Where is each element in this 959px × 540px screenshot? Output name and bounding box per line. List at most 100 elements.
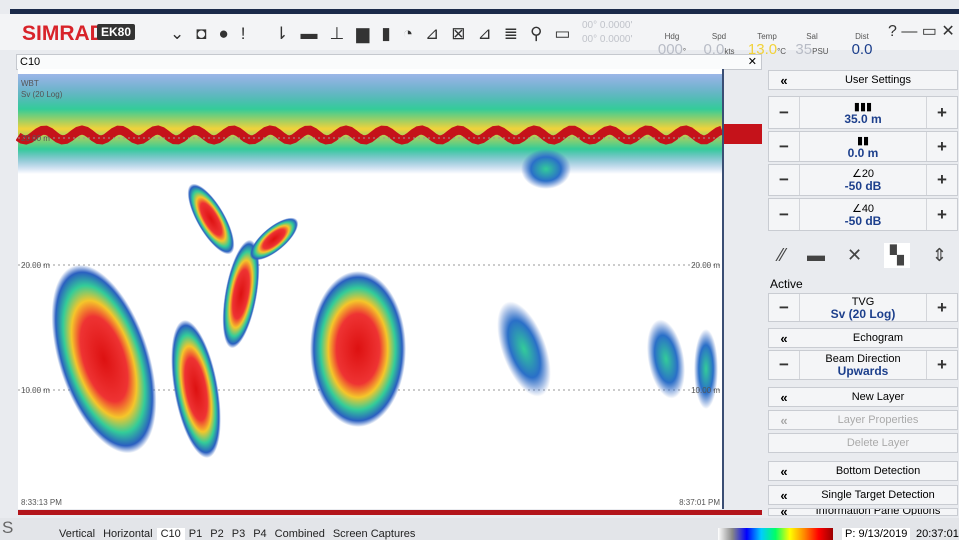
- start-control[interactable]: − ▮▮ 0.0 m +: [768, 131, 958, 162]
- range: 35.0 m: [844, 111, 882, 126]
- decor: ▮▮▮: [853, 100, 873, 113]
- schools: [51, 149, 718, 459]
- bottom-strip: [18, 510, 762, 515]
- toolbar: SIMRAD EK80 ⌄◘●! ⇂▬⊥▆▮◔⊿⊠⊿≣⚲▭ 00° 0.0000…: [0, 14, 959, 58]
- decor: ▚: [884, 242, 910, 268]
- tab[interactable]: Screen Captures: [332, 528, 416, 540]
- color-scale: [718, 528, 833, 540]
- side-label: S: [2, 518, 14, 537]
- decor: ✕: [846, 244, 863, 265]
- readout: Spd 0.0kts: [697, 32, 741, 58]
- readout-label: Dist: [855, 32, 869, 41]
- decor: +: [937, 170, 947, 189]
- window-controls[interactable]: ? — ▭ ✕: [888, 23, 955, 40]
- mode: Sv (20 Log): [21, 90, 63, 99]
- decor: ∠20: [851, 168, 875, 180]
- label: TVG: [851, 295, 875, 308]
- tab[interactable]: P1: [188, 528, 203, 540]
- color-max[interactable]: − ∠40 -50 dB +: [768, 198, 958, 231]
- decor: +: [937, 204, 947, 224]
- readout-label: Sal: [806, 32, 818, 41]
- tab[interactable]: P3: [231, 528, 246, 540]
- info-pane[interactable]: « Information Pane Options: [768, 508, 958, 516]
- view-title: C10: [20, 56, 41, 68]
- readout-value-wrap: 000°: [650, 41, 694, 58]
- top-border: [10, 9, 959, 14]
- echogram-btn[interactable]: « Echogram: [768, 328, 958, 348]
- tab[interactable]: Horizontal: [103, 528, 153, 540]
- decor: [310, 271, 406, 427]
- new-layer[interactable]: « New Layer: [768, 387, 958, 407]
- readout-unit: kts: [724, 47, 735, 56]
- channel: WBT: [21, 79, 39, 88]
- tab[interactable]: Vertical: [59, 528, 96, 540]
- label: Layer Properties: [837, 414, 919, 426]
- echo-side: [723, 124, 762, 144]
- readout-unit: PSU: [812, 47, 829, 56]
- echogram: WBT Sv (20 Log) 20.00 m 20.00 m 20.00 m …: [16, 69, 762, 515]
- decor: «: [780, 72, 788, 88]
- time: 20:37:01: [916, 528, 959, 540]
- label: Single Target Detection: [821, 489, 935, 501]
- decor: ⇕: [931, 244, 947, 265]
- readout: Hdg 000°: [650, 32, 694, 58]
- decor: −: [779, 355, 789, 374]
- decor: [694, 329, 718, 409]
- decor: ▮▮ 0.0 m: [799, 132, 927, 161]
- decor: [521, 149, 571, 189]
- value: Upwards: [837, 364, 889, 378]
- color-min[interactable]: − ∠20 -50 dB +: [768, 164, 958, 196]
- bottom-echo: [16, 125, 724, 145]
- decor: «: [780, 508, 788, 516]
- readout-value-wrap: 35PSU: [790, 41, 834, 58]
- readout-unit: °C: [777, 47, 787, 56]
- single-target[interactable]: « Single Target Detection: [768, 485, 958, 505]
- toolbar-icons[interactable]: ⌄◘●! ⇂▬⊥▆▮◔⊿⊠⊿≣⚲▭: [170, 24, 583, 43]
- decor: +: [937, 136, 947, 156]
- tab[interactable]: Combined: [274, 528, 325, 540]
- readout-value-wrap: 13.0°C: [745, 41, 789, 58]
- depth-label: 20.00 m: [21, 261, 50, 270]
- decor: «: [780, 389, 788, 405]
- echogram-labels: WBT Sv (20 Log) 20.00 m 20.00 m 20.00 m …: [21, 79, 720, 507]
- active: Active: [770, 277, 803, 291]
- close[interactable]: ✕: [747, 56, 757, 68]
- readout-value: 000: [657, 41, 683, 58]
- label: Information Pane Options: [815, 508, 941, 516]
- decor: −: [779, 170, 789, 189]
- layer-properties: « Layer Properties: [768, 410, 958, 430]
- user-settings[interactable]: « User Settings: [768, 70, 958, 90]
- readout-label: Spd: [711, 32, 727, 41]
- decor: [171, 319, 221, 459]
- label: Delete Layer: [846, 437, 910, 449]
- decor: −: [779, 102, 789, 122]
- decor: −: [779, 204, 789, 224]
- label: User Settings: [844, 74, 912, 86]
- beam[interactable]: − Beam Direction Upwards +: [768, 350, 958, 380]
- start-time: 8:33:13 PM: [21, 498, 62, 507]
- bottom-detection[interactable]: « Bottom Detection: [768, 461, 958, 481]
- top: 20: [861, 168, 875, 180]
- readout-label: Hdg: [664, 32, 680, 41]
- decor: [249, 217, 299, 261]
- delete-layer: Delete Layer: [768, 433, 958, 453]
- decor: ▬: [806, 244, 825, 265]
- decor: [497, 301, 551, 397]
- tvg[interactable]: − TVG Sv (20 Log) +: [768, 293, 958, 322]
- tab[interactable]: C10: [156, 528, 185, 540]
- label: Echogram: [852, 332, 904, 344]
- readout-value: 0.0: [703, 41, 725, 58]
- decor: «: [780, 463, 788, 479]
- tab[interactable]: P2: [210, 528, 224, 540]
- decor: [222, 239, 260, 349]
- label: New Layer: [851, 391, 905, 403]
- range-control[interactable]: − ▮▮▮ 35.0 m +: [768, 96, 958, 129]
- readout-value-wrap: 0.0: [840, 41, 884, 58]
- panel-tabs[interactable]: ⁄⁄ ▬ ✕ ▚ ⇕: [768, 238, 958, 272]
- tab[interactable]: P4: [253, 528, 267, 540]
- brand: SIMRAD: [22, 22, 105, 45]
- bottom: -50 dB: [844, 179, 882, 193]
- readout-value: 13.0: [747, 41, 778, 58]
- decor: −: [779, 297, 789, 317]
